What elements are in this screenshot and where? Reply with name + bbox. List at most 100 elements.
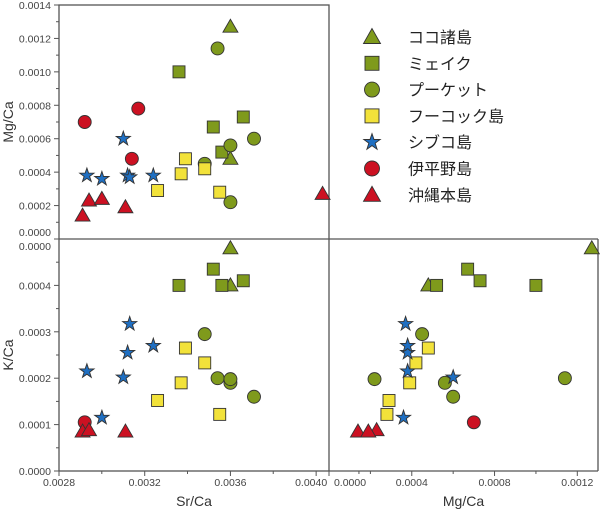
data-point-mg-k — [399, 362, 417, 379]
data-point-mg-k — [461, 262, 475, 276]
data-point-sr-k — [121, 314, 139, 332]
data-point-sr-mg — [314, 185, 331, 200]
x-axis-label: Mg/Ca — [443, 493, 484, 509]
y-tick-label: 0.0010 — [19, 67, 51, 79]
legend-marker-icon — [364, 160, 380, 177]
data-point-sr-k — [114, 368, 132, 385]
x-tick-label: 0.0028 — [43, 477, 75, 489]
x-axis-label: Sr/Ca — [176, 493, 212, 509]
data-point-mg-k — [397, 315, 415, 332]
data-point-mg-k — [473, 274, 487, 288]
data-point-sr-mg — [131, 101, 146, 116]
data-point-sr-mg — [178, 152, 192, 166]
data-point-sr-k — [236, 274, 250, 288]
data-point-sr-mg — [74, 207, 91, 222]
y-tick-label: 0.0002 — [19, 201, 51, 213]
data-point-sr-mg — [121, 168, 139, 185]
data-point-sr-k — [80, 421, 98, 437]
data-point-sr-k — [215, 278, 229, 292]
data-point-sr-mg — [174, 167, 188, 181]
data-point-mg-k — [349, 423, 367, 438]
data-point-sr-k — [206, 262, 220, 276]
data-point-sr-mg — [236, 110, 250, 124]
data-points — [74, 18, 600, 438]
y-tick-label: 0.0003 — [19, 327, 51, 339]
data-point-mg-k — [430, 278, 444, 292]
data-point-mg-k — [382, 394, 396, 407]
data-point-sr-k — [172, 278, 186, 292]
data-point-mg-k — [395, 408, 412, 425]
legend-label: プーケット — [408, 81, 488, 100]
data-point-mg-k — [399, 343, 417, 360]
data-point-mg-k — [421, 341, 435, 355]
data-point-mg-k — [466, 415, 481, 430]
x-tick-label: 0.0032 — [129, 477, 161, 489]
y-axis-label: K/Ca — [0, 339, 16, 370]
data-point-sr-k — [174, 376, 188, 390]
data-point-mg-k — [415, 327, 430, 342]
y-tick-label: 0.0004 — [19, 167, 51, 179]
data-point-sr-mg — [78, 166, 96, 183]
data-point-mg-k — [403, 376, 417, 390]
y-tick-label: 0.0012 — [19, 33, 51, 45]
data-point-sr-k — [119, 343, 137, 360]
data-point-mg-k — [380, 407, 394, 421]
data-point-sr-mg — [206, 120, 220, 134]
data-point-mg-k — [399, 336, 417, 353]
data-point-sr-mg — [210, 41, 225, 56]
y-tick-label: 0.0006 — [19, 134, 51, 146]
x-tick-label: 0.0004 — [396, 477, 428, 489]
data-point-sr-k — [213, 407, 227, 421]
legend-label: フーコック島 — [408, 107, 504, 126]
data-point-sr-mg — [213, 185, 227, 199]
data-point-sr-mg — [77, 115, 92, 129]
data-point-mg-k — [444, 368, 462, 385]
data-point-sr-mg — [93, 190, 111, 205]
data-point-sr-k — [117, 423, 134, 438]
legend-label: 沖縄本島 — [408, 186, 472, 205]
y-tick-label: 0.0001 — [19, 420, 51, 432]
x-tick-label: 0.0012 — [561, 477, 593, 489]
y-tick-label: 0.0002 — [19, 373, 51, 385]
legend-marker-icon — [364, 108, 380, 124]
data-point-sr-k — [210, 371, 225, 386]
data-point-sr-k — [198, 356, 212, 370]
data-point-sr-mg — [144, 166, 162, 183]
data-point-sr-mg — [223, 138, 238, 153]
legend-marker-icon — [362, 132, 382, 151]
legend-marker-icon — [364, 81, 380, 98]
y-tick-label: 0.0014 — [19, 0, 51, 12]
data-point-sr-mg — [93, 170, 111, 187]
data-point-sr-k — [144, 336, 162, 353]
data-point-sr-k — [178, 341, 192, 355]
data-point-sr-k — [93, 408, 111, 425]
x-tick-label: 0.0040 — [295, 477, 327, 489]
data-point-mg-k — [367, 372, 382, 387]
data-point-mg-k — [583, 239, 600, 255]
data-point-sr-mg — [223, 195, 238, 210]
legend-marker-icon — [362, 185, 382, 202]
data-point-sr-mg — [117, 198, 134, 214]
data-point-sr-mg — [198, 162, 212, 176]
y-tick-label: 0.0000 — [19, 227, 51, 239]
data-point-mg-k — [446, 389, 461, 404]
legend-label: ミェイク — [408, 54, 472, 73]
legend-label: 伊平野島 — [408, 160, 472, 179]
data-point-sr-k — [223, 372, 238, 387]
data-point-mg-k — [557, 371, 572, 386]
data-point-sr-k — [197, 327, 212, 342]
data-point-sr-mg — [247, 131, 261, 146]
x-tick-label: 0.0008 — [478, 477, 510, 489]
axis-ticks: 0.0000 0.0002 0.0004 0.0006 0.0008 0.0010 0.00… — [0, 0, 594, 509]
legend-marker-icon — [362, 27, 382, 44]
legend-label: シブコ島 — [408, 133, 472, 152]
x-tick-label: 0.0036 — [214, 477, 246, 489]
left-panels-frame — [58, 4, 330, 472]
legend-label: ココ諸島 — [408, 28, 472, 47]
data-point-mg-k — [529, 278, 543, 292]
data-point-sr-k — [222, 239, 239, 255]
data-point-mg-k — [409, 356, 423, 370]
data-point-mg-k — [360, 423, 377, 438]
